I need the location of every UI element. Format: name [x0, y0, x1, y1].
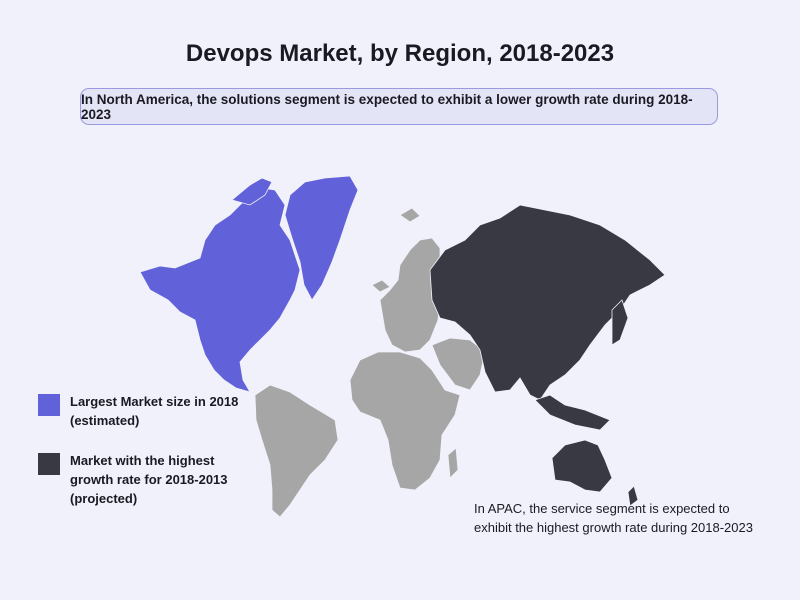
- region-apac: [429, 204, 666, 507]
- japan: [611, 299, 629, 346]
- greenland: [284, 175, 359, 301]
- legend-swatch-dark: [38, 453, 60, 475]
- region-north-america: [139, 175, 359, 393]
- legend-swatch-purple: [38, 394, 60, 416]
- north-america-mainland: [139, 187, 301, 393]
- svalbard: [399, 207, 421, 223]
- page-title: Devops Market, by Region, 2018-2023: [185, 40, 615, 67]
- iceland: [371, 279, 391, 293]
- canadian-islands: [231, 177, 273, 206]
- south-america: [254, 384, 339, 518]
- europe: [379, 237, 441, 353]
- russia-asia: [429, 204, 666, 401]
- new-zealand: [627, 485, 639, 507]
- australia: [551, 439, 613, 493]
- southeast-asia: [534, 394, 611, 431]
- apac-note: In APAC, the service segment is expected…: [474, 501, 753, 535]
- middle-east: [431, 337, 486, 391]
- madagascar: [447, 447, 459, 479]
- legend-label: Market with the highest growth rate for …: [70, 453, 228, 506]
- africa: [349, 351, 461, 491]
- legend-label: Largest Market size in 2018 (estimated): [70, 394, 239, 428]
- north-america-banner: In North America, the solutions segment …: [80, 88, 718, 125]
- region-other: [254, 207, 486, 518]
